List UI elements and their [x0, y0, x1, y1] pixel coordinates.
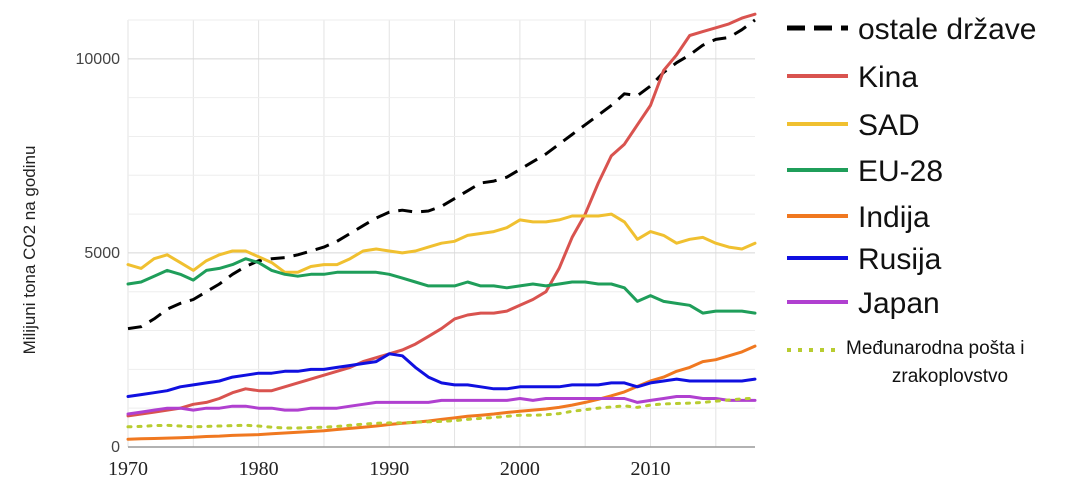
- series-line: [126, 352, 757, 398]
- legend-label: ostale države: [858, 13, 1036, 46]
- legend-label: Kina: [858, 61, 918, 94]
- series-line: [126, 344, 757, 441]
- series-line: [126, 396, 757, 430]
- chart-series-lines: [126, 12, 757, 441]
- x-tick-label: 1980: [239, 458, 279, 480]
- legend-label: SAD: [858, 109, 920, 142]
- chart-axes: 0 5000 10000 1970 1980 1990 2000 2010: [76, 51, 755, 480]
- chart-grid: [127, 19, 755, 447]
- series-line: [126, 212, 757, 274]
- legend-label-line2: zrakoplovstvo: [892, 366, 1008, 387]
- legend-label: Međunarodna pošta i: [846, 338, 1025, 359]
- y-tick-label: 10000: [76, 51, 121, 68]
- legend-label: Indija: [858, 201, 930, 234]
- series-line: [127, 18, 756, 331]
- x-tick-label: 2010: [631, 458, 671, 480]
- x-tick-label: 2000: [500, 458, 540, 480]
- series-line: [126, 257, 757, 315]
- legend-label: Rusija: [858, 243, 942, 276]
- y-tick-label: 5000: [84, 245, 120, 262]
- chart-legend: ostale države Kina SAD EU-28 Indija Rusija Jap…: [787, 13, 1036, 387]
- legend-label: EU-28: [858, 155, 943, 188]
- y-tick-label: 0: [111, 439, 120, 456]
- x-tick-label: 1990: [369, 458, 409, 480]
- series-line: [126, 12, 757, 418]
- x-tick-label: 1970: [108, 458, 148, 480]
- series-line: [126, 395, 757, 416]
- y-axis-label: Milijuni tona CO2 na godinu: [20, 146, 39, 355]
- legend-label: Japan: [858, 287, 940, 320]
